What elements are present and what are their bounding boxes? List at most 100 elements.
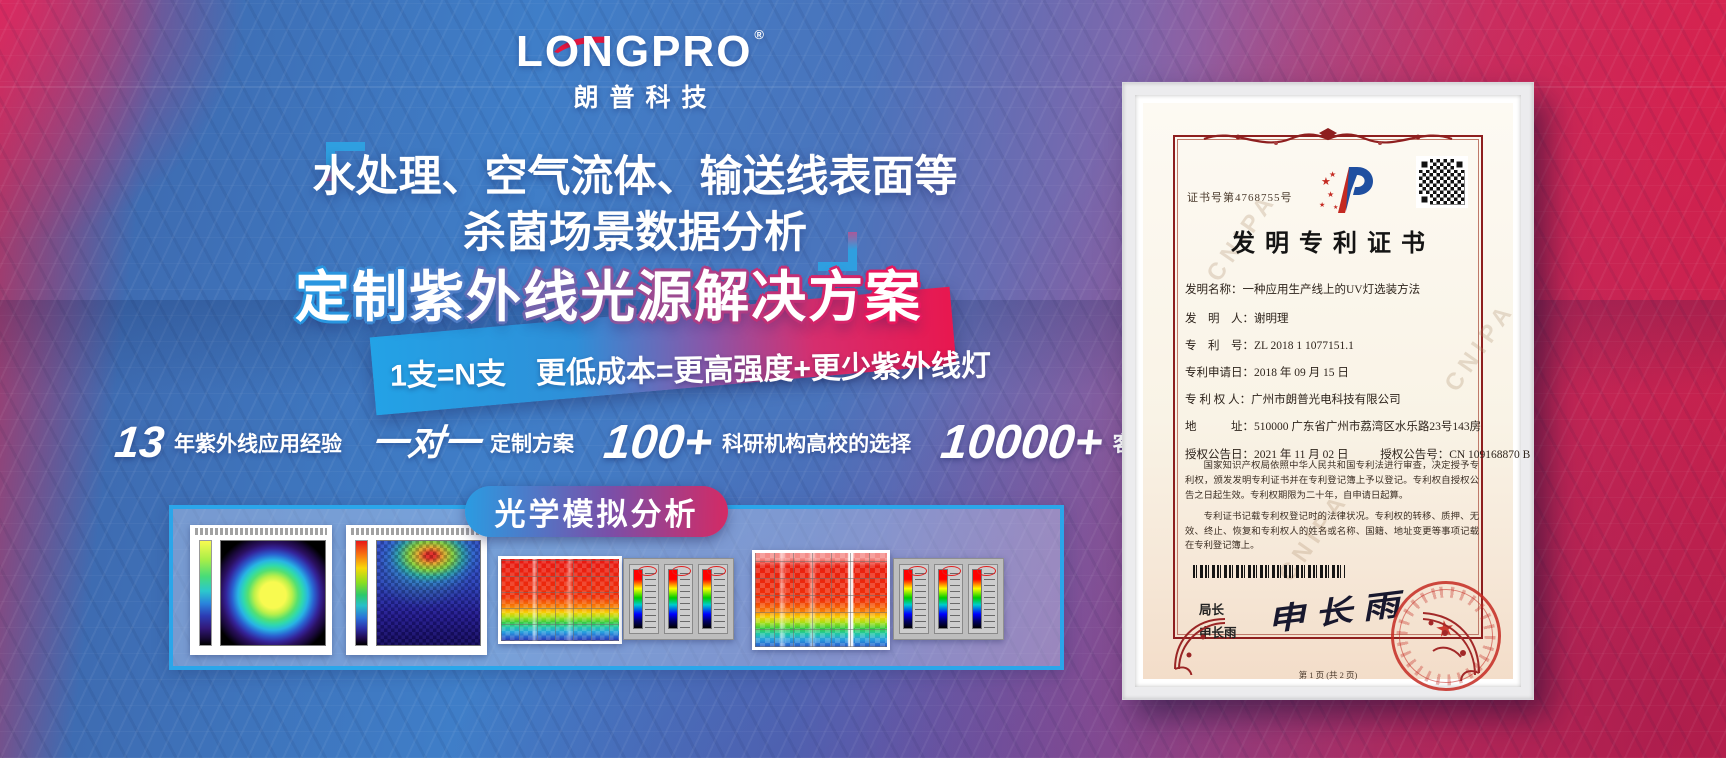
highlight-ellipse-icon	[977, 566, 997, 576]
blob-plot	[220, 540, 326, 646]
certificate-title: 发明专利证书	[1231, 231, 1435, 257]
heatmap-panel-red-1	[498, 556, 622, 644]
certificate-paper: CNIPA CNIPA CNIPA 证书号第4768755号 ★ ★ ★ ★ ★…	[1143, 103, 1530, 699]
body-paragraph-2: 专利证书记载专利权登记时的法律状况。专利权的转移、质押、无效、终止、恢复和专利权…	[1185, 511, 1479, 552]
svg-text:★: ★	[1333, 204, 1338, 211]
field-value: 2021 年 11 月 02 日	[1254, 449, 1349, 461]
highlight-ellipse-icon	[637, 566, 657, 576]
rainbow-bar	[702, 569, 713, 629]
field-label: 专 利 号：	[1185, 340, 1254, 352]
rainbow-bar	[937, 569, 948, 629]
field-value: 广州市朗普光电科技有限公司	[1251, 394, 1401, 406]
registered-mark: ®	[754, 27, 767, 42]
ornamental-flourish-icon	[1203, 128, 1453, 145]
highlight-ellipse-icon	[942, 566, 962, 576]
svg-text:★: ★	[1321, 176, 1331, 188]
field-value: 2018 年 09 月 15 日	[1254, 367, 1349, 379]
colorscale	[968, 564, 999, 634]
field-label: 地 址：	[1185, 421, 1254, 433]
stat-value: 100+	[601, 416, 715, 469]
colorbar	[199, 540, 212, 646]
rainbow-bar	[633, 569, 643, 629]
qr-finder	[1419, 194, 1430, 205]
field-label: 发明名称：	[1185, 284, 1243, 296]
director-label: 局长	[1199, 603, 1225, 617]
field-label: 授权公告号：	[1380, 449, 1450, 461]
panel-title-bar	[195, 528, 327, 535]
noise-plot	[376, 540, 481, 646]
stat-value: 10000+	[938, 416, 1106, 469]
field-value: 谢明理	[1254, 313, 1289, 325]
quote-open-icon	[326, 142, 365, 181]
field-value: 一种应用生产线上的UV灯选装方法	[1242, 284, 1421, 296]
field-row: 专利申请日：2018 年 09 月 15 日	[1185, 364, 1483, 380]
tick-labels	[949, 570, 961, 628]
offer-subtitle: 1支=N支 更低成本=更高强度+更少紫外线灯	[389, 349, 992, 393]
heatmap-panel-noise	[346, 525, 487, 655]
field-row: 专 利 号：ZL 2018 1 1077151.1	[1185, 337, 1483, 353]
colorscale-panel-1	[623, 558, 734, 640]
simulation-badge: 光学模拟分析	[465, 486, 728, 537]
tick-labels	[645, 570, 656, 628]
field-row: 地 址：510000 广东省广州市荔湾区水乐路23号143房	[1185, 418, 1483, 434]
colorscale-panel-2	[893, 558, 1004, 640]
svg-text:★: ★	[1319, 201, 1325, 209]
qr-finder	[1454, 159, 1465, 170]
stat-value: 一对一	[369, 422, 483, 463]
stat-institutions: 100+ 科研机构高校的选择	[601, 416, 912, 469]
qr-code-icon	[1416, 156, 1468, 208]
logo-wordmark: LONGPRO ®	[470, 27, 810, 76]
rainbow-bar	[972, 569, 983, 629]
field-row: 发 明 人：谢明理	[1185, 310, 1483, 326]
logo-text: LONGPRO	[515, 27, 753, 76]
stat-one-on-one: 一对一 定制方案	[369, 422, 574, 463]
headline-line2: 杀菌场景数据分析	[463, 208, 807, 257]
highlight-ellipse-icon	[672, 566, 692, 576]
tick-labels	[714, 570, 726, 628]
stat-value: 13	[112, 418, 167, 467]
headline-line1: 水处理、空气流体、输送线表面等	[312, 153, 958, 201]
quote-close-icon	[818, 232, 857, 271]
stats-row: 13 年紫外线应用经验 一对一 定制方案 100+ 科研机构高校的选择 1000…	[112, 416, 1238, 470]
field-row: 授权公告日：2021 年 11 月 02 日 授权公告号：CN 10916887…	[1185, 446, 1530, 462]
colorscale	[899, 564, 929, 634]
rainbow-bar	[903, 569, 913, 629]
field-label: 发 明 人：	[1185, 313, 1254, 325]
certificate-number: 证书号第4768755号	[1187, 192, 1293, 204]
highlight-ellipse-icon	[707, 566, 727, 576]
tick-labels	[679, 570, 691, 628]
highlight-ellipse-icon	[907, 566, 927, 576]
heatmap-panel-red-2	[752, 550, 890, 650]
certificate-page-footer: 第 1 页 (共 2 页)	[1298, 670, 1358, 680]
certificate-body: 国家知识产权局依照中华人民共和国专利法进行审查，决定授予专利权，颁发发明专利证书…	[1185, 459, 1479, 560]
colorscale	[698, 564, 729, 634]
tick-labels	[984, 570, 996, 628]
stat-label: 科研机构高校的选择	[722, 433, 912, 456]
headline: 水处理、空气流体、输送线表面等 杀菌场景数据分析	[280, 150, 990, 262]
stat-label: 年紫外线应用经验	[173, 433, 342, 456]
barcode-icon	[1193, 565, 1345, 578]
field-label: 专 利 权 人：	[1185, 394, 1252, 406]
offer-title: 定制紫外线光源解决方案	[295, 266, 923, 328]
corner-flourish-icon	[1422, 612, 1480, 681]
director-name: 申长雨	[1199, 625, 1237, 640]
colorscale	[663, 564, 694, 634]
field-label: 授权公告日：	[1185, 449, 1254, 461]
field-label: 专利申请日：	[1185, 367, 1254, 379]
heatmap-panel-blob	[190, 525, 332, 655]
corner-flourish-icon	[1174, 618, 1226, 675]
tick-labels	[915, 570, 926, 628]
colorbar	[355, 540, 368, 646]
svg-text:★: ★	[1327, 190, 1334, 199]
director-block: 局长 申长雨	[1199, 599, 1237, 644]
patent-certificate: CNIPA CNIPA CNIPA 证书号第4768755号 ★ ★ ★ ★ ★…	[1122, 82, 1534, 700]
svg-text:★: ★	[1329, 170, 1336, 179]
qr-finder	[1419, 159, 1430, 170]
field-value: ZL 2018 1 1077151.1	[1254, 340, 1354, 352]
rainbow-bar	[667, 569, 678, 629]
colorscale	[629, 564, 659, 634]
logo-swoosh-icon	[554, 36, 610, 53]
colorscale	[933, 564, 964, 634]
field-row: 发明名称：一种应用生产线上的UV灯选装方法	[1185, 281, 1483, 297]
body-paragraph-1: 国家知识产权局依照中华人民共和国专利法进行审查，决定授予专利权，颁发发明专利证书…	[1185, 461, 1479, 501]
